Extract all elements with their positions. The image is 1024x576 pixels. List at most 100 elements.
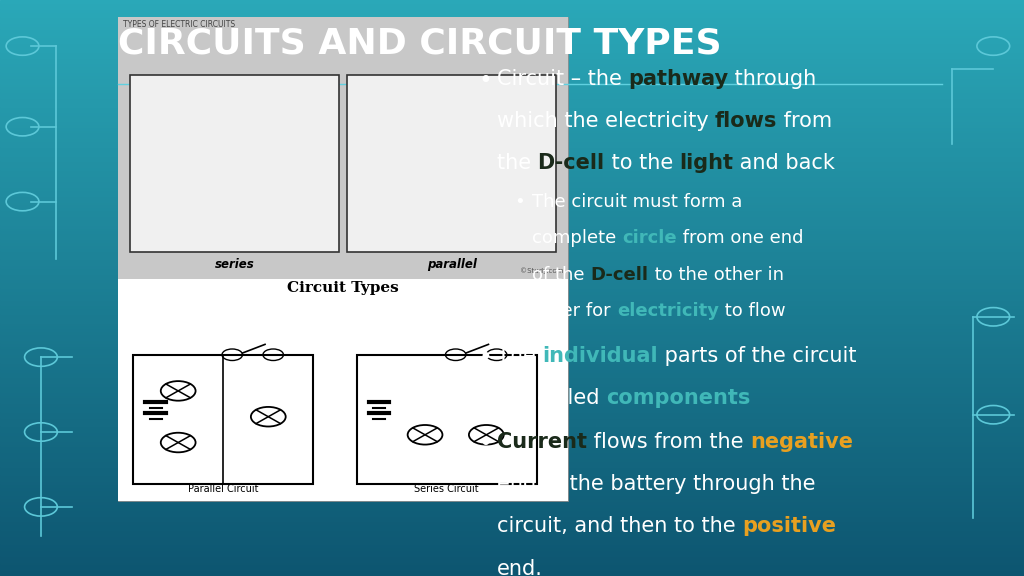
Text: •: • <box>514 193 524 211</box>
Bar <box>0 86 1024 89</box>
Bar <box>0 320 1024 323</box>
Bar <box>0 426 1024 429</box>
Bar <box>0 467 1024 469</box>
Bar <box>0 190 1024 193</box>
Bar <box>0 158 1024 161</box>
Bar <box>0 446 1024 449</box>
Bar <box>0 184 1024 187</box>
Bar <box>0 516 1024 518</box>
Text: negative: negative <box>750 433 853 452</box>
Bar <box>0 461 1024 464</box>
Bar <box>0 360 1024 363</box>
Bar <box>0 274 1024 276</box>
Text: end of the battery through the: end of the battery through the <box>497 475 815 494</box>
Bar <box>0 216 1024 219</box>
Bar <box>0 187 1024 190</box>
Bar <box>0 455 1024 458</box>
Bar <box>0 236 1024 239</box>
Bar <box>0 343 1024 346</box>
Bar <box>0 492 1024 495</box>
Bar <box>0 553 1024 556</box>
Bar <box>0 135 1024 138</box>
Text: flows from the: flows from the <box>587 433 750 452</box>
Bar <box>0 9 1024 12</box>
Bar <box>0 40 1024 43</box>
Bar <box>0 213 1024 216</box>
Bar <box>0 20 1024 23</box>
Text: of the: of the <box>532 266 591 284</box>
Bar <box>0 418 1024 420</box>
Bar <box>0 288 1024 291</box>
Text: to the: to the <box>604 153 679 173</box>
Bar <box>0 233 1024 236</box>
Bar <box>0 541 1024 544</box>
Bar <box>0 372 1024 374</box>
Bar <box>0 6 1024 9</box>
Bar <box>0 323 1024 325</box>
Bar <box>0 12 1024 14</box>
Bar <box>0 547 1024 550</box>
Bar <box>0 127 1024 130</box>
Bar <box>0 441 1024 444</box>
Bar <box>0 150 1024 153</box>
Bar <box>0 121 1024 124</box>
Text: flows: flows <box>715 111 777 131</box>
Bar <box>0 170 1024 173</box>
Bar <box>0 539 1024 541</box>
Text: parts of the circuit: parts of the circuit <box>657 346 856 366</box>
Bar <box>0 383 1024 386</box>
Bar <box>0 501 1024 504</box>
Text: light: light <box>679 153 733 173</box>
Bar <box>0 412 1024 415</box>
Bar <box>0 556 1024 559</box>
Bar <box>130 75 339 252</box>
Bar <box>0 409 1024 412</box>
Text: the: the <box>497 153 538 173</box>
Bar <box>0 253 1024 256</box>
Text: and back: and back <box>733 153 836 173</box>
Text: The circuit must form a: The circuit must form a <box>532 193 742 211</box>
Bar <box>0 481 1024 484</box>
Bar <box>0 366 1024 369</box>
Bar <box>0 400 1024 403</box>
Bar <box>0 132 1024 135</box>
Bar <box>0 567 1024 570</box>
Bar <box>0 112 1024 115</box>
Bar <box>0 308 1024 311</box>
Bar <box>0 222 1024 225</box>
Bar <box>0 14 1024 17</box>
Bar <box>0 475 1024 478</box>
Text: The: The <box>497 346 542 366</box>
Bar <box>0 193 1024 196</box>
Bar <box>0 311 1024 314</box>
Bar <box>0 438 1024 441</box>
Bar <box>0 60 1024 63</box>
Bar <box>0 490 1024 492</box>
Bar <box>0 251 1024 253</box>
Bar <box>0 130 1024 132</box>
Text: individual: individual <box>542 346 657 366</box>
Bar <box>0 495 1024 498</box>
Bar <box>0 285 1024 288</box>
Text: from one end: from one end <box>677 229 804 248</box>
Text: CIRCUITS AND CIRCUIT TYPES: CIRCUITS AND CIRCUIT TYPES <box>118 26 721 60</box>
Bar <box>0 173 1024 176</box>
Bar <box>0 107 1024 109</box>
Bar <box>0 26 1024 29</box>
Bar <box>0 72 1024 75</box>
Bar <box>0 52 1024 55</box>
Bar <box>118 17 568 501</box>
Bar <box>0 507 1024 510</box>
Bar <box>0 167 1024 170</box>
Bar <box>0 314 1024 317</box>
Bar <box>0 196 1024 199</box>
Bar <box>0 513 1024 516</box>
Bar <box>0 138 1024 141</box>
Bar <box>0 518 1024 521</box>
Bar <box>0 420 1024 423</box>
Bar <box>0 297 1024 300</box>
Bar <box>0 124 1024 127</box>
Bar <box>0 406 1024 409</box>
Bar <box>0 84 1024 86</box>
Bar <box>0 156 1024 158</box>
